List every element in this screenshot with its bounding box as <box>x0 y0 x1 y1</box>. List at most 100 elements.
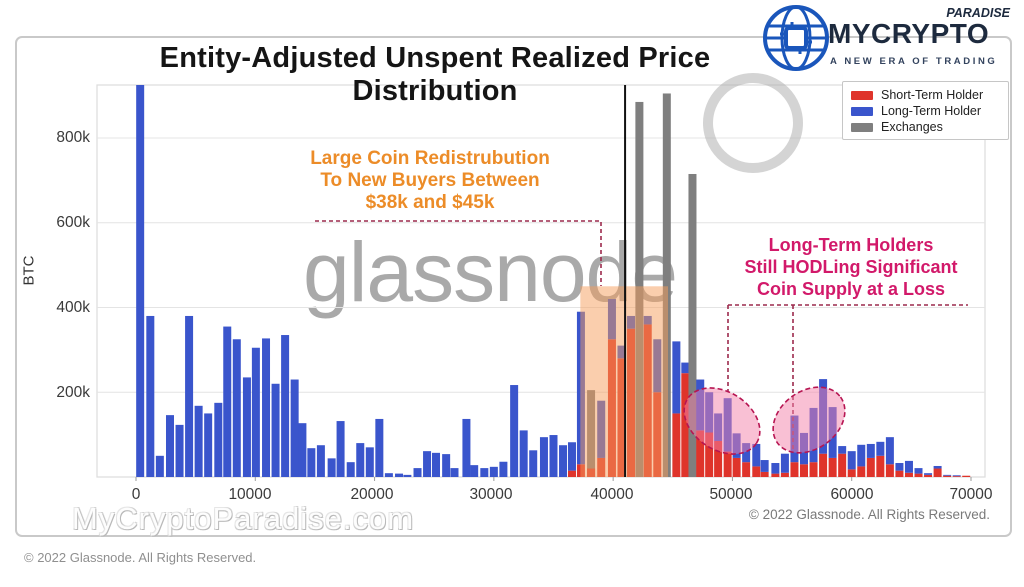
short-term-bar <box>904 472 913 477</box>
annotation-line: $38k and $45k <box>365 192 495 213</box>
long-term-bar <box>752 443 761 467</box>
short-term-bar <box>714 440 723 477</box>
annotation-line: Long-Term Holders <box>768 235 934 255</box>
long-term-bar <box>262 338 271 477</box>
long-term-swatch <box>851 106 873 116</box>
short-term-bar <box>857 466 866 477</box>
long-term-bar <box>771 463 780 474</box>
long-term-bar <box>914 468 923 474</box>
legend: Short-Term Holder Long-Term Holder Excha… <box>842 81 1009 140</box>
long-term-bar <box>336 421 345 477</box>
short-term-bar <box>895 470 904 477</box>
long-term-bar <box>146 315 155 477</box>
page-copyright: © 2022 Glassnode. All Rights Reserved. <box>24 550 257 565</box>
logo-tagline: A NEW ERA OF TRADING <box>830 56 998 67</box>
exchange-bar <box>688 173 697 477</box>
long-term-bar <box>462 418 471 477</box>
x-tick-50000: 50000 <box>709 486 753 503</box>
short-term-bar <box>809 462 818 477</box>
long-term-bar <box>760 460 769 472</box>
legend-label: Short-Term Holder <box>881 88 984 102</box>
long-term-bar <box>567 442 576 471</box>
long-term-bar <box>876 441 885 456</box>
long-term-bar <box>223 326 232 477</box>
short-term-bar <box>838 453 847 477</box>
x-tick-60000: 60000 <box>830 486 874 503</box>
y-tick-400k: 400k <box>56 299 90 316</box>
logo-mycrypto-text: MYCRYPTO <box>828 18 990 49</box>
long-term-bar <box>838 446 847 454</box>
long-term-bar <box>375 418 384 477</box>
long-term-bar <box>307 448 316 477</box>
short-term-bar <box>771 473 780 477</box>
mycryptoparadise-watermark: MyCryptoParadise.com <box>72 501 415 536</box>
short-term-bar <box>876 455 885 477</box>
short-term-bar <box>705 432 714 477</box>
long-term-bar <box>489 466 498 477</box>
annotation-line: To New Buyers Between <box>320 170 540 191</box>
long-term-bar <box>316 445 325 477</box>
short-term-bar <box>672 413 681 477</box>
short-term-bar <box>847 469 856 477</box>
x-tick-20000: 20000 <box>350 486 394 503</box>
long-term-bar <box>499 461 508 477</box>
chart-copyright: © 2022 Glassnode. All Rights Reserved. <box>748 507 990 522</box>
ring-watermark <box>703 73 803 173</box>
short-term-bar <box>819 453 828 477</box>
long-term-bar <box>413 468 422 477</box>
long-term-bar <box>356 443 365 477</box>
long-term-bar <box>780 453 789 473</box>
y-axis-label: BTC <box>20 255 38 286</box>
short-term-bar <box>752 466 761 477</box>
logo-paradise-text: PARADISE <box>946 6 1010 20</box>
long-term-bar <box>450 468 459 477</box>
y-tick-200k: 200k <box>56 384 90 401</box>
pink-annotation-connector <box>727 304 968 452</box>
y-tick-600k: 600k <box>56 214 90 231</box>
long-term-bar <box>136 85 145 477</box>
long-term-bar <box>403 474 412 477</box>
long-term-bar <box>365 447 374 477</box>
long-term-bar <box>204 413 213 477</box>
y-tick-800k: 800k <box>56 129 90 146</box>
short-term-bar <box>952 476 961 477</box>
long-term-bar <box>185 315 194 477</box>
short-term-bar <box>933 468 942 477</box>
long-term-bar <box>895 463 904 471</box>
orange-annotation-connector <box>315 220 602 286</box>
legend-item-long-term: Long-Term Holder <box>851 103 1000 119</box>
long-term-bar <box>857 444 866 467</box>
long-term-bar <box>442 454 451 477</box>
long-term-bar <box>232 339 241 477</box>
short-term-bar <box>943 475 952 477</box>
annotation-line: Still HODLing Significant <box>744 257 958 277</box>
long-term-bar <box>924 473 933 475</box>
annotation-line: Large Coin Redistrubution <box>310 148 550 169</box>
long-term-bar <box>271 383 280 477</box>
short-term-bar <box>681 373 690 477</box>
long-term-bar <box>281 335 290 477</box>
short-term-bar <box>732 457 741 477</box>
long-term-bar <box>423 451 432 477</box>
long-term-bar <box>681 362 690 374</box>
short-term-bar <box>780 472 789 477</box>
short-term-bar <box>760 471 769 477</box>
long-term-bar <box>933 465 942 469</box>
legend-label: Exchanges <box>881 120 943 134</box>
long-term-bar <box>290 379 299 477</box>
annotation-hodling: Long-Term Holders Still HODLing Signific… <box>733 234 969 300</box>
short-term-bar <box>962 475 971 477</box>
long-term-bar <box>529 450 538 477</box>
long-term-bar <box>384 473 393 477</box>
short-term-bar <box>924 474 933 477</box>
long-term-bar <box>519 430 528 477</box>
long-term-bar <box>214 402 223 477</box>
long-term-bar <box>480 468 489 477</box>
short-term-bar <box>567 470 576 477</box>
x-tick-30000: 30000 <box>469 486 513 503</box>
x-tick-40000: 40000 <box>590 486 634 503</box>
mycrypto-paradise-logo: PARADISE MYCRYPTO A NEW ERA OF TRADING <box>756 0 1018 76</box>
long-term-bar <box>904 460 913 473</box>
annotation-line: Coin Supply at a Loss <box>756 279 946 299</box>
